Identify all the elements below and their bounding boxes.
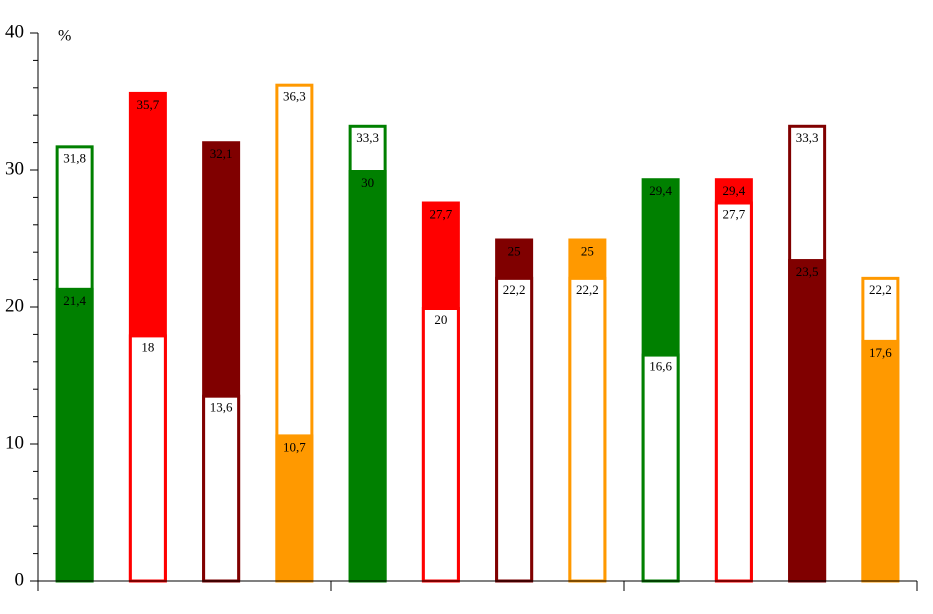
bar — [55, 287, 94, 581]
bar-outline — [714, 201, 753, 583]
value-label: 21,4 — [63, 293, 86, 308]
value-label: 25 — [508, 243, 521, 258]
y-tick-label: 40 — [5, 21, 24, 42]
bar — [275, 434, 314, 581]
value-label: 17,6 — [869, 345, 892, 360]
bar-outline — [568, 276, 607, 583]
bar — [788, 259, 827, 581]
value-label: 10,7 — [283, 439, 306, 454]
value-label: 29,4 — [649, 183, 672, 198]
y-tick-label: 10 — [5, 432, 24, 453]
value-label: 33,3 — [356, 130, 379, 145]
value-label: 33,3 — [796, 130, 819, 145]
value-label: 22,2 — [576, 282, 599, 297]
value-label: 27,7 — [430, 206, 453, 221]
value-label: 22,2 — [869, 282, 892, 297]
y-unit-label: % — [58, 28, 71, 45]
value-label: 18 — [141, 339, 154, 354]
value-label: 13,6 — [210, 400, 233, 415]
value-label: 30 — [361, 175, 374, 190]
value-label: 25 — [581, 243, 594, 258]
value-label: 20 — [434, 312, 447, 327]
y-tick-label: 30 — [5, 158, 24, 179]
value-label: 32,1 — [210, 146, 233, 161]
value-label: 27,7 — [723, 206, 746, 221]
bar-outline — [421, 307, 460, 583]
bar — [348, 170, 387, 581]
value-label: 31,8 — [63, 150, 86, 165]
value-label: 29,4 — [723, 183, 746, 198]
y-tick-label: 20 — [5, 295, 24, 316]
bar — [861, 339, 900, 581]
value-label: 23,5 — [796, 264, 819, 279]
value-label: 35,7 — [137, 97, 160, 112]
value-label: 22,2 — [503, 282, 526, 297]
bar-outline — [202, 394, 241, 583]
y-tick-label: 0 — [15, 569, 25, 590]
value-label: 36,3 — [283, 89, 306, 104]
bar-outline — [495, 276, 534, 583]
bar-outline — [128, 334, 167, 583]
bar-outline — [641, 353, 680, 583]
value-label: 16,6 — [649, 359, 672, 374]
